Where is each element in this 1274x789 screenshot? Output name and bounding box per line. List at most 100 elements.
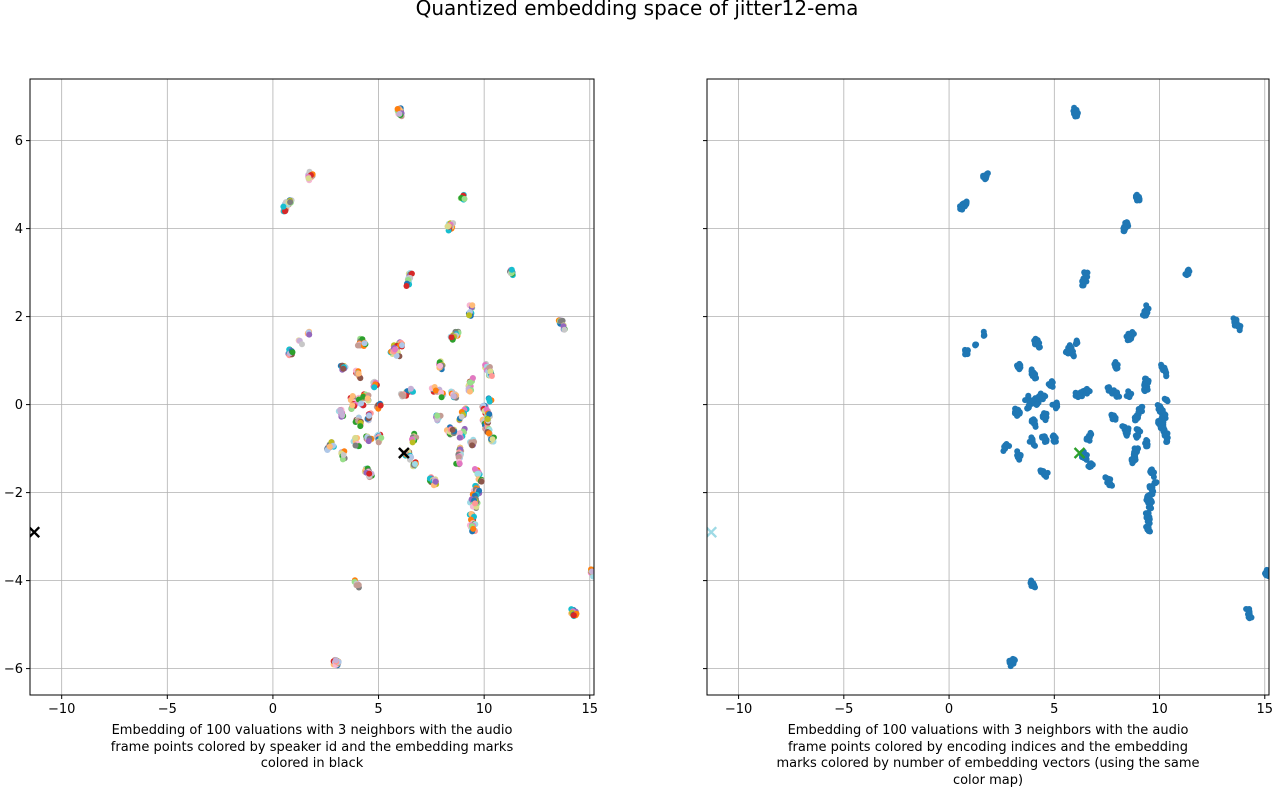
frame-point bbox=[1145, 525, 1151, 531]
y-tick-label: 2 bbox=[15, 310, 23, 325]
frame-point bbox=[1235, 322, 1241, 328]
left-caption-line: Embedding of 100 valuations with 3 neigh… bbox=[30, 723, 594, 740]
frame-point bbox=[358, 400, 364, 406]
frame-point bbox=[1125, 335, 1131, 341]
frame-point bbox=[486, 396, 492, 402]
frame-point bbox=[1159, 415, 1165, 421]
frame-point bbox=[973, 342, 979, 348]
frame-point bbox=[366, 413, 372, 419]
frame-point bbox=[466, 312, 472, 318]
frame-point bbox=[339, 412, 345, 418]
frame-point bbox=[412, 461, 418, 467]
x-tick-label: 5 bbox=[1050, 702, 1058, 717]
frame-point bbox=[479, 479, 485, 485]
frame-point bbox=[397, 111, 403, 117]
y-tick-label: −6 bbox=[4, 662, 23, 677]
frame-point bbox=[1110, 415, 1116, 421]
frame-point bbox=[1035, 340, 1041, 346]
y-tick-label: 0 bbox=[15, 398, 23, 413]
frame-point bbox=[1144, 443, 1150, 449]
frame-point bbox=[1163, 439, 1169, 445]
left-plot-caption: Embedding of 100 valuations with 3 neigh… bbox=[30, 723, 594, 773]
frame-point bbox=[1043, 439, 1049, 445]
y-tick-label: −2 bbox=[4, 486, 23, 501]
frame-point bbox=[433, 479, 439, 485]
frame-point bbox=[408, 386, 414, 392]
frame-point bbox=[399, 392, 405, 398]
right-caption-line: frame points colored by encoding indices… bbox=[707, 740, 1269, 757]
frame-point bbox=[571, 612, 577, 618]
x-tick-label: −5 bbox=[834, 702, 853, 717]
right-caption-line: Embedding of 100 valuations with 3 neigh… bbox=[707, 723, 1269, 740]
frame-point bbox=[437, 363, 443, 369]
frame-point bbox=[433, 388, 439, 394]
y-tick-label: 6 bbox=[15, 134, 23, 149]
frame-point bbox=[1163, 370, 1169, 376]
frame-point bbox=[449, 334, 455, 340]
embedding-mark-x bbox=[706, 527, 716, 537]
frame-point bbox=[468, 380, 474, 386]
frame-point bbox=[1086, 388, 1092, 394]
frame-point bbox=[490, 436, 496, 442]
frame-point bbox=[290, 349, 296, 355]
x-tick-label: 5 bbox=[374, 702, 382, 717]
frame-point bbox=[356, 371, 362, 377]
frame-point bbox=[378, 435, 384, 441]
frame-point bbox=[451, 393, 457, 399]
frame-point bbox=[467, 389, 473, 395]
frame-point bbox=[353, 443, 359, 449]
frame-point bbox=[472, 500, 478, 506]
frame-point bbox=[1072, 111, 1078, 117]
frame-point bbox=[352, 435, 358, 441]
frame-point bbox=[462, 196, 468, 202]
x-tick-label: −10 bbox=[725, 702, 752, 717]
frame-point bbox=[1129, 456, 1135, 462]
frame-point bbox=[1127, 392, 1133, 398]
frame-point bbox=[1109, 483, 1115, 489]
frame-point bbox=[306, 175, 312, 181]
frame-point bbox=[1081, 270, 1087, 276]
frame-point bbox=[1136, 409, 1142, 415]
frame-point bbox=[1015, 454, 1021, 460]
frame-point bbox=[1076, 392, 1082, 398]
frame-point bbox=[1065, 348, 1071, 354]
frame-point bbox=[366, 471, 372, 477]
frame-point bbox=[327, 444, 333, 450]
frame-point bbox=[457, 435, 463, 441]
frame-point bbox=[1163, 397, 1169, 403]
frame-point bbox=[485, 416, 491, 422]
frame-point bbox=[299, 341, 305, 347]
frame-point bbox=[340, 366, 346, 372]
frame-point bbox=[1151, 474, 1157, 480]
frame-point bbox=[981, 331, 987, 337]
x-tick-label: 15 bbox=[1257, 702, 1274, 717]
frame-point bbox=[365, 395, 371, 401]
frame-point bbox=[357, 423, 363, 429]
frame-point bbox=[349, 402, 355, 408]
frame-point bbox=[1088, 463, 1094, 469]
frame-point bbox=[1001, 444, 1007, 450]
frame-point bbox=[509, 267, 515, 273]
x-tick-label: 0 bbox=[945, 702, 953, 717]
x-tick-label: 10 bbox=[476, 702, 493, 717]
right-caption-line: marks colored by number of embedding vec… bbox=[707, 756, 1269, 773]
x-tick-label: 15 bbox=[582, 702, 599, 717]
frame-point bbox=[356, 582, 362, 588]
frame-point bbox=[964, 199, 970, 205]
frame-point bbox=[404, 283, 410, 289]
frame-point bbox=[457, 461, 463, 467]
frame-point bbox=[450, 427, 456, 433]
frame-point bbox=[489, 373, 495, 379]
frame-point bbox=[1043, 471, 1049, 477]
frame-point bbox=[333, 657, 339, 663]
right-plot-caption: Embedding of 100 valuations with 3 neigh… bbox=[707, 723, 1269, 789]
left-caption-line: frame points colored by speaker id and t… bbox=[30, 740, 594, 757]
frame-point bbox=[1137, 196, 1143, 202]
frame-point bbox=[1121, 228, 1127, 234]
frame-point bbox=[959, 206, 965, 212]
frame-point bbox=[1030, 372, 1036, 378]
frame-point bbox=[1051, 438, 1057, 444]
frame-point bbox=[1123, 431, 1129, 437]
